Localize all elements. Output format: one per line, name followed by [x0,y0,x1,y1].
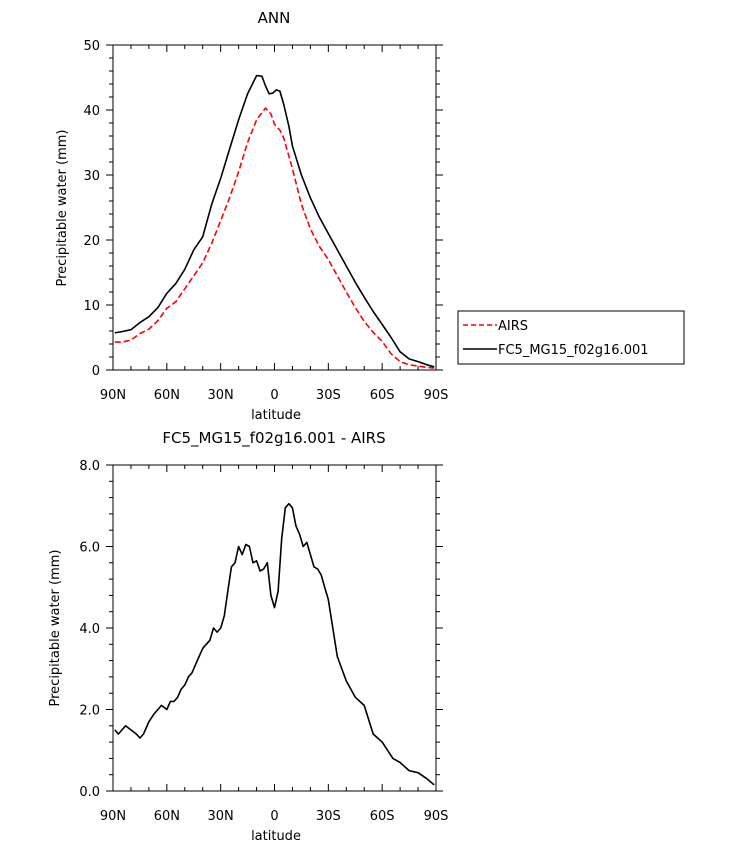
plot-frame [112,44,437,371]
x-tick-label: 60N [154,388,180,403]
x-tick-label: 30N [208,809,234,824]
x-tick-label: 90N [100,388,126,403]
y-tick-label: 6.0 [79,541,100,556]
y-tick-label: 20 [83,234,100,249]
x-tick-label: 90S [424,809,449,824]
x-tick-label: 60S [370,388,395,403]
x-tick-label: 0 [270,388,278,403]
series-line-fc5-mg15-f02g16-001-airs [114,502,435,786]
legend: AIRS FC5_MG15_f02g16.001 [457,310,685,365]
chart-title: FC5_MG15_f02g16.001 - AIRS [162,429,385,448]
x-tick-label: 60N [154,809,180,824]
series-lines [114,502,435,786]
x-tick-label: 30S [316,388,341,403]
y-tick-labels: 0 10 20 30 40 50 [83,39,100,379]
y-tick-label: 30 [83,169,100,184]
series-line-fc5-mg15-f02g16-001 [114,74,435,368]
x-tick-labels: 90N 60N 30N 0 30S 60S 90S [100,388,449,403]
y-axis-label: Precipitable water (mm) [55,130,70,287]
chart-precipitable-water-difference: FC5_MG15_f02g16.001 - AIRS 0.0 2.0 4.0 6.0 8… [48,429,448,844]
chart-mean-precipitable-water: ANN 0 10 20 30 40 50 90N 60N 30N 0 30S 60S 90S lati… [55,9,685,423]
y-tick-label: 0 [92,364,100,379]
chart-title: ANN [258,9,291,27]
series-line-airs [114,107,435,369]
legend-box [457,310,685,365]
y-tick-label: 2.0 [79,704,100,719]
y-tick-labels: 0.0 2.0 4.0 6.0 8.0 [79,459,100,800]
y-tick-label: 4.0 [79,622,100,637]
legend-label-model: FC5_MG15_f02g16.001 [498,343,649,358]
x-tick-label: 60S [370,809,395,824]
plot-frame [112,464,437,792]
y-tick-label: 0.0 [79,785,100,800]
series-lines [114,74,435,369]
x-tick-label: 0 [270,809,278,824]
x-tick-label: 30S [316,809,341,824]
x-axis-label: latitude [251,829,301,844]
y-tick-label: 10 [83,299,100,314]
x-tick-labels: 90N 60N 30N 0 30S 60S 90S [100,809,449,824]
x-tick-label: 30N [208,388,234,403]
x-tick-label: 90N [100,809,126,824]
y-tick-label: 40 [83,104,100,119]
y-tick-label: 8.0 [79,459,100,474]
x-axis-label: latitude [251,408,301,423]
y-tick-label: 50 [83,39,100,54]
axis-ticks [106,44,443,371]
y-axis-label: Precipitable water (mm) [48,550,63,707]
axis-ticks [106,464,443,792]
x-tick-label: 90S [424,388,449,403]
legend-label-airs: AIRS [498,319,528,334]
